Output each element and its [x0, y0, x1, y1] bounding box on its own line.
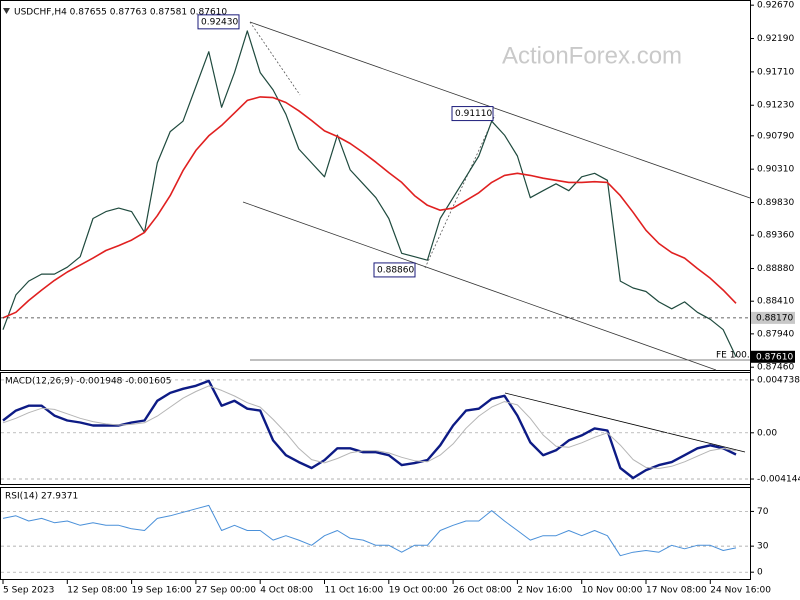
y-tick-label: 0.91710: [757, 67, 794, 77]
last-price-box: [751, 350, 795, 363]
x-tick-label: 11 Oct 16:00: [325, 586, 384, 596]
macd-title: MACD(12,26,9) -0.001948 -0.001605: [5, 377, 171, 387]
x-tick-label: 19 Oct 00:00: [389, 586, 448, 596]
y-tick-label: 0.88880: [757, 264, 794, 274]
rsi-title: RSI(14) 27.9371: [5, 492, 78, 502]
last-price-label: 0.87610: [756, 352, 793, 362]
y-tick-label: 0.87460: [757, 363, 794, 373]
y-tick-label: 0.87940: [757, 329, 794, 339]
x-tick-label: 19 Sep 16:00: [132, 586, 192, 596]
x-tick-label: 4 Oct 08:00: [260, 586, 313, 596]
macd-trendline: [504, 392, 746, 453]
x-tick-label: 2 Nov 16:00: [517, 586, 572, 596]
y-tick-label: 0.89360: [757, 231, 794, 241]
series-line: [2, 504, 737, 557]
annotation-box: [451, 106, 494, 122]
y-tick-label: 70: [757, 507, 769, 517]
annotation-label: 0.91110: [455, 109, 492, 119]
y-tick-label: 0: [757, 568, 763, 578]
title-icon: [3, 8, 10, 14]
series-line: [2, 385, 737, 469]
level-label: 0.88170: [756, 313, 793, 323]
y-tick-label: 0.92190: [757, 34, 794, 44]
y-tick-label: 0.88410: [757, 297, 794, 307]
x-tick-label: 5 Sep 2023: [3, 586, 54, 596]
y-tick-label: 0.89830: [757, 198, 794, 208]
y-tick-label: 0.004738: [757, 375, 800, 385]
y-tick-label: 0.91230: [757, 101, 794, 111]
x-tick-label: 12 Sep 08:00: [67, 586, 127, 596]
level-label-box: [751, 311, 795, 324]
x-tick-label: 17 Nov 08:00: [646, 586, 707, 596]
y-tick-label: 0.90790: [757, 131, 794, 141]
y-tick-label: 30: [757, 542, 769, 552]
channel-lower: [242, 201, 717, 371]
chart-title: USDCHF,H4 0.87655 0.87763 0.87581 0.8761…: [14, 8, 227, 18]
channel-upper: [249, 21, 751, 199]
watermark: ActionForex.com: [502, 42, 682, 69]
x-tick-label: 24 Nov 16:00: [710, 586, 771, 596]
series-line: [2, 379, 737, 480]
annotation-label: 0.92430: [201, 17, 238, 27]
series-line: [2, 96, 737, 319]
y-tick-label: 0.00: [757, 428, 777, 438]
series-line: [2, 30, 737, 358]
y-tick-label: 0.90310: [757, 165, 794, 175]
annotation-box: [373, 262, 416, 278]
y-tick-label: -0.004144: [757, 475, 800, 485]
annotation-label: 0.88860: [377, 265, 414, 275]
fibo-leg: [249, 21, 301, 96]
y-tick-label: 0.92670: [757, 1, 794, 11]
annotation-box: [197, 14, 240, 30]
x-tick-label: 26 Oct 08:00: [453, 586, 512, 596]
fibo-leg: [424, 114, 496, 269]
x-tick-label: 27 Sep 00:00: [196, 586, 256, 596]
x-tick-label: 10 Nov 00:00: [582, 586, 643, 596]
